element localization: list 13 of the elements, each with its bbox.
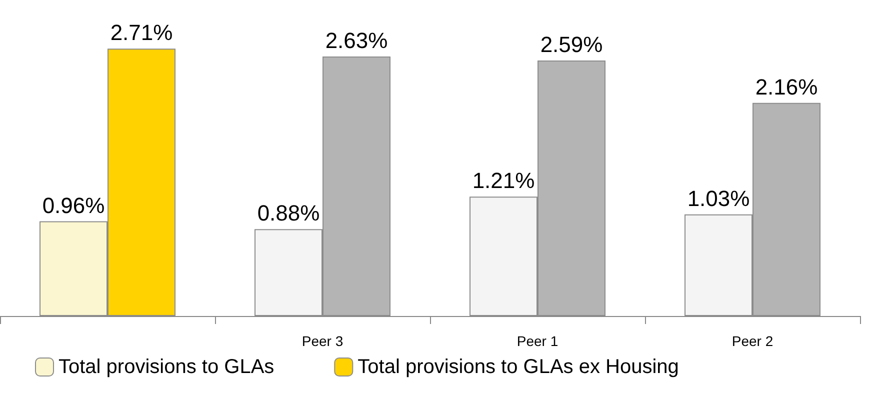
legend-label: Total provisions to GLAs	[58, 356, 274, 378]
x-tick-label: Peer 2	[732, 333, 774, 349]
data-label: 2.59%	[540, 32, 603, 57]
data-label: 1.03%	[687, 186, 750, 211]
legend-label: Total provisions to GLAs ex Housing	[358, 356, 679, 378]
data-label: 1.21%	[472, 168, 535, 194]
data-label: 2.63%	[325, 28, 388, 54]
x-tick-label: Peer 3	[302, 333, 344, 349]
data-label: 2.16%	[755, 74, 818, 100]
x-tick-label: Peer 1	[516, 333, 558, 349]
data-label: 0.96%	[42, 192, 105, 218]
data-label: 2.71%	[110, 20, 173, 46]
data-label: 0.88%	[257, 200, 320, 226]
